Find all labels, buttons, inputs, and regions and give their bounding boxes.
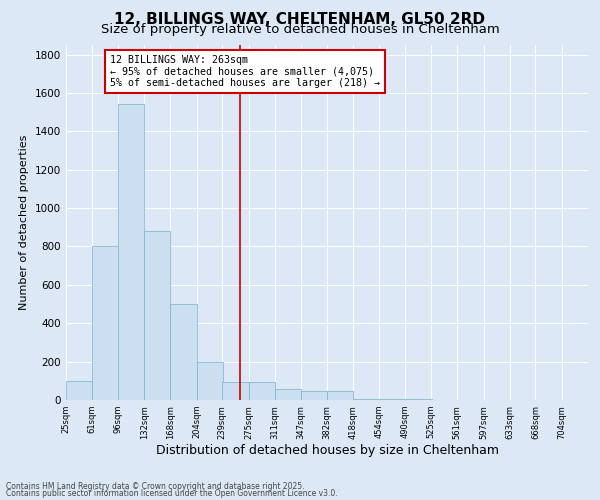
- Text: Contains public sector information licensed under the Open Government Licence v3: Contains public sector information licen…: [6, 489, 338, 498]
- Bar: [301, 392, 328, 400]
- Y-axis label: Number of detached properties: Number of detached properties: [19, 135, 29, 310]
- Bar: [118, 104, 144, 400]
- Bar: [326, 392, 353, 400]
- Text: Size of property relative to detached houses in Cheltenham: Size of property relative to detached ho…: [101, 22, 499, 36]
- X-axis label: Distribution of detached houses by size in Cheltenham: Distribution of detached houses by size …: [155, 444, 499, 458]
- Bar: [197, 362, 223, 400]
- Bar: [379, 399, 406, 400]
- Text: 12 BILLINGS WAY: 263sqm
← 95% of detached houses are smaller (4,075)
5% of semi-: 12 BILLINGS WAY: 263sqm ← 95% of detache…: [110, 54, 380, 88]
- Bar: [275, 390, 301, 400]
- Bar: [353, 399, 379, 400]
- Bar: [66, 381, 92, 400]
- Bar: [248, 382, 275, 400]
- Bar: [92, 246, 119, 400]
- Text: 12, BILLINGS WAY, CHELTENHAM, GL50 2RD: 12, BILLINGS WAY, CHELTENHAM, GL50 2RD: [115, 12, 485, 28]
- Text: Contains HM Land Registry data © Crown copyright and database right 2025.: Contains HM Land Registry data © Crown c…: [6, 482, 305, 491]
- Bar: [222, 382, 248, 400]
- Bar: [144, 231, 170, 400]
- Bar: [170, 304, 197, 400]
